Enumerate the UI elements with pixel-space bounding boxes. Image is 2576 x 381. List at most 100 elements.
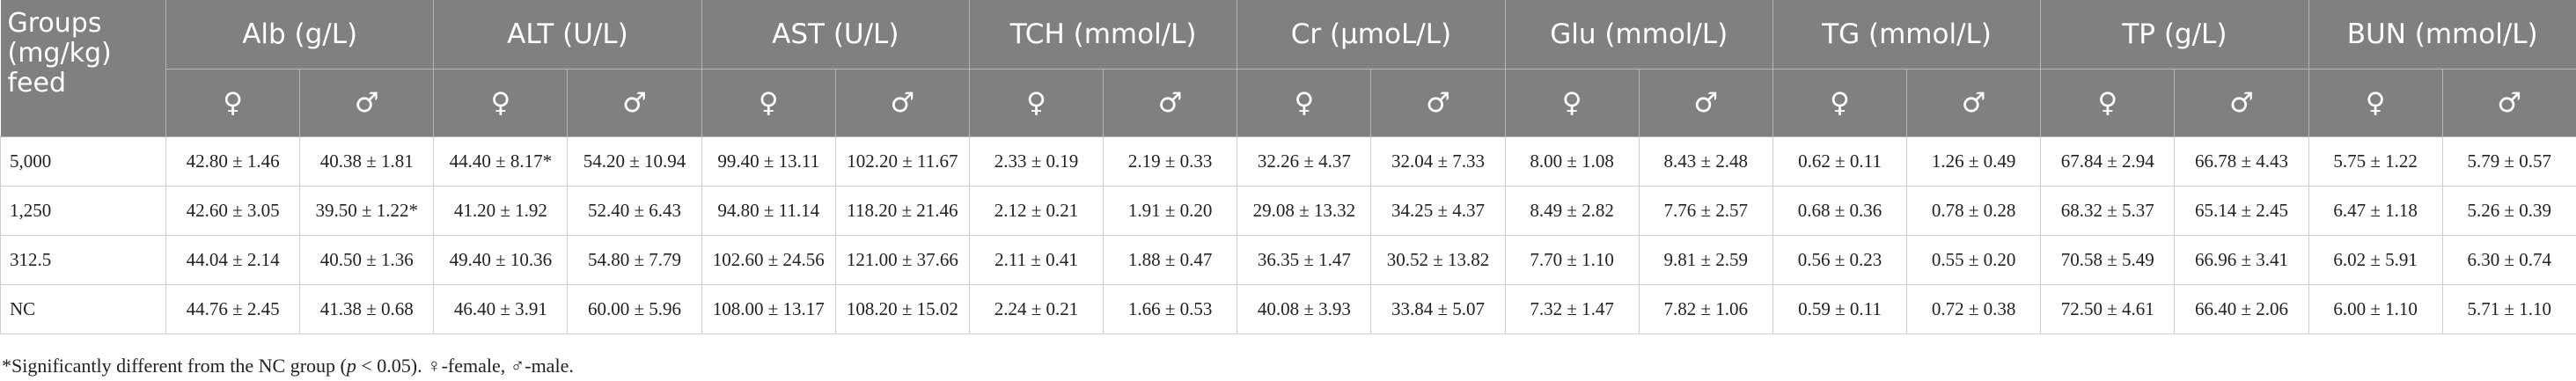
value-cell: 7.76 ± 2.57 bbox=[1639, 186, 1773, 236]
value-cell: 121.00 ± 37.66 bbox=[835, 235, 970, 285]
value-cell: 8.43 ± 2.48 bbox=[1639, 136, 1773, 187]
group-cell: 5,000 bbox=[0, 136, 166, 187]
value-cell: 67.84 ± 2.94 bbox=[2040, 136, 2176, 187]
value-cell: 6.47 ± 1.18 bbox=[2308, 186, 2443, 236]
value-cell: 6.02 ± 5.91 bbox=[2308, 235, 2443, 285]
value-cell: 5.26 ± 0.39 bbox=[2442, 186, 2576, 236]
footnote-p-symbol: p bbox=[346, 355, 356, 377]
footnote-text-end: < 0.05). ♀-female, ♂-male. bbox=[356, 355, 574, 377]
female-symbol-header: ♀ bbox=[701, 69, 836, 137]
value-cell: 44.76 ± 2.45 bbox=[165, 284, 301, 334]
parameter-header: TCH (mmol/L) bbox=[969, 0, 1238, 70]
value-cell: 7.82 ± 1.06 bbox=[1639, 284, 1773, 334]
value-cell: 1.66 ± 0.53 bbox=[1103, 284, 1238, 334]
value-cell: 40.50 ± 1.36 bbox=[299, 235, 435, 285]
male-symbol-header: ♂ bbox=[1103, 69, 1238, 137]
value-cell: 5.75 ± 1.22 bbox=[2308, 136, 2443, 187]
value-cell: 41.20 ± 1.92 bbox=[433, 186, 569, 236]
value-cell: 40.08 ± 3.93 bbox=[1237, 284, 1372, 334]
value-cell: 70.58 ± 5.49 bbox=[2040, 235, 2176, 285]
value-cell: 6.00 ± 1.10 bbox=[2308, 284, 2443, 334]
value-cell: 108.00 ± 13.17 bbox=[701, 284, 836, 334]
female-symbol-header: ♀ bbox=[1505, 69, 1640, 137]
value-cell: 32.26 ± 4.37 bbox=[1237, 136, 1372, 187]
value-cell: 60.00 ± 5.96 bbox=[567, 284, 702, 334]
data-table: Groups (mg/kg) feed Alb (g/L) ALT (U/L) AS… bbox=[0, 0, 2576, 334]
value-cell: 42.80 ± 1.46 bbox=[165, 136, 301, 187]
group-cell: 1,250 bbox=[0, 186, 166, 236]
value-cell: 102.60 ± 24.56 bbox=[701, 235, 836, 285]
groups-header-line: Groups bbox=[7, 8, 102, 39]
value-cell: 66.96 ± 3.41 bbox=[2174, 235, 2309, 285]
female-symbol-header: ♀ bbox=[165, 69, 301, 137]
male-symbol-header: ♂ bbox=[2174, 69, 2309, 137]
value-cell: 39.50 ± 1.22* bbox=[299, 186, 435, 236]
parameter-header: TG (mmol/L) bbox=[1772, 0, 2042, 70]
value-cell: 108.20 ± 15.02 bbox=[835, 284, 970, 334]
value-cell: 7.32 ± 1.47 bbox=[1505, 284, 1640, 334]
value-cell: 0.78 ± 0.28 bbox=[1906, 186, 2042, 236]
value-cell: 66.78 ± 4.43 bbox=[2174, 136, 2309, 187]
value-cell: 94.80 ± 11.14 bbox=[701, 186, 836, 236]
value-cell: 0.55 ± 0.20 bbox=[1906, 235, 2042, 285]
value-cell: 36.35 ± 1.47 bbox=[1237, 235, 1372, 285]
female-symbol-header: ♀ bbox=[2308, 69, 2443, 137]
parameter-header: Glu (mmol/L) bbox=[1505, 0, 1773, 70]
value-cell: 99.40 ± 13.11 bbox=[701, 136, 836, 187]
value-cell: 49.40 ± 10.36 bbox=[433, 235, 569, 285]
table-row: 5,000 42.80 ± 1.46 40.38 ± 1.81 44.40 ± 8.1… bbox=[0, 136, 2576, 187]
parameter-header: Alb (g/L) bbox=[165, 0, 435, 70]
value-cell: 41.38 ± 0.68 bbox=[299, 284, 435, 334]
female-symbol-header: ♀ bbox=[969, 69, 1105, 137]
value-cell: 0.62 ± 0.11 bbox=[1772, 136, 1908, 187]
value-cell: 30.52 ± 13.82 bbox=[1370, 235, 1506, 285]
value-cell: 0.68 ± 0.36 bbox=[1772, 186, 1908, 236]
footnote-text: *Significantly different from the NC gro… bbox=[2, 355, 347, 377]
male-symbol-header: ♂ bbox=[1370, 69, 1506, 137]
male-symbol-header: ♂ bbox=[835, 69, 970, 137]
sex-header-row: ♀ ♂ ♀ ♂ ♀ ♂ ♀ ♂ ♀ ♂ ♀ ♂ ♀ ♂ ♀ ♂ ♀ ♂ bbox=[1, 69, 2576, 137]
value-cell: 5.79 ± 0.57 bbox=[2442, 136, 2576, 187]
value-cell: 0.72 ± 0.38 bbox=[1906, 284, 2042, 334]
female-symbol-header: ♀ bbox=[2040, 69, 2176, 137]
male-symbol-header: ♂ bbox=[2442, 69, 2576, 137]
value-cell: 102.20 ± 11.67 bbox=[835, 136, 970, 187]
value-cell: 2.33 ± 0.19 bbox=[969, 136, 1105, 187]
value-cell: 46.40 ± 3.91 bbox=[433, 284, 569, 334]
male-symbol-header: ♂ bbox=[567, 69, 702, 137]
table-row: NC 44.76 ± 2.45 41.38 ± 0.68 46.40 ± 3.91 60… bbox=[0, 284, 2576, 334]
value-cell: 44.40 ± 8.17* bbox=[433, 136, 569, 187]
table-row: 312.5 44.04 ± 2.14 40.50 ± 1.36 49.40 ± 10.… bbox=[0, 235, 2576, 285]
value-cell: 1.91 ± 0.20 bbox=[1103, 186, 1238, 236]
value-cell: 2.24 ± 0.21 bbox=[969, 284, 1105, 334]
value-cell: 0.59 ± 0.11 bbox=[1772, 284, 1908, 334]
parameter-header: AST (U/L) bbox=[701, 0, 970, 70]
value-cell: 118.20 ± 21.46 bbox=[835, 186, 970, 236]
male-symbol-header: ♂ bbox=[299, 69, 435, 137]
parameter-header: ALT (U/L) bbox=[433, 0, 702, 70]
male-symbol-header: ♂ bbox=[1906, 69, 2042, 137]
value-cell: 42.60 ± 3.05 bbox=[165, 186, 301, 236]
female-symbol-header: ♀ bbox=[1237, 69, 1372, 137]
parameter-header: TP (g/L) bbox=[2040, 0, 2309, 70]
value-cell: 54.20 ± 10.94 bbox=[567, 136, 702, 187]
value-cell: 52.40 ± 6.43 bbox=[567, 186, 702, 236]
value-cell: 2.11 ± 0.41 bbox=[969, 235, 1105, 285]
value-cell: 1.88 ± 0.47 bbox=[1103, 235, 1238, 285]
value-cell: 72.50 ± 4.61 bbox=[2040, 284, 2176, 334]
value-cell: 5.71 ± 1.10 bbox=[2442, 284, 2576, 334]
footnote: *Significantly different from the NC gro… bbox=[2, 355, 574, 377]
value-cell: 68.32 ± 5.37 bbox=[2040, 186, 2176, 236]
value-cell: 6.30 ± 0.74 bbox=[2442, 235, 2576, 285]
group-cell: 312.5 bbox=[0, 235, 166, 285]
value-cell: 66.40 ± 2.06 bbox=[2174, 284, 2309, 334]
value-cell: 2.12 ± 0.21 bbox=[969, 186, 1105, 236]
parameter-header-row: Groups (mg/kg) feed Alb (g/L) ALT (U/L) AS… bbox=[0, 0, 2576, 137]
value-cell: 1.26 ± 0.49 bbox=[1906, 136, 2042, 187]
value-cell: 44.04 ± 2.14 bbox=[165, 235, 301, 285]
value-cell: 54.80 ± 7.79 bbox=[567, 235, 702, 285]
table-row: 1,250 42.60 ± 3.05 39.50 ± 1.22* 41.20 ± 1.… bbox=[0, 186, 2576, 236]
parameter-header: BUN (mmol/L) bbox=[2308, 0, 2576, 70]
groups-header: Groups (mg/kg) feed bbox=[0, 0, 166, 137]
value-cell: 32.04 ± 7.33 bbox=[1370, 136, 1506, 187]
